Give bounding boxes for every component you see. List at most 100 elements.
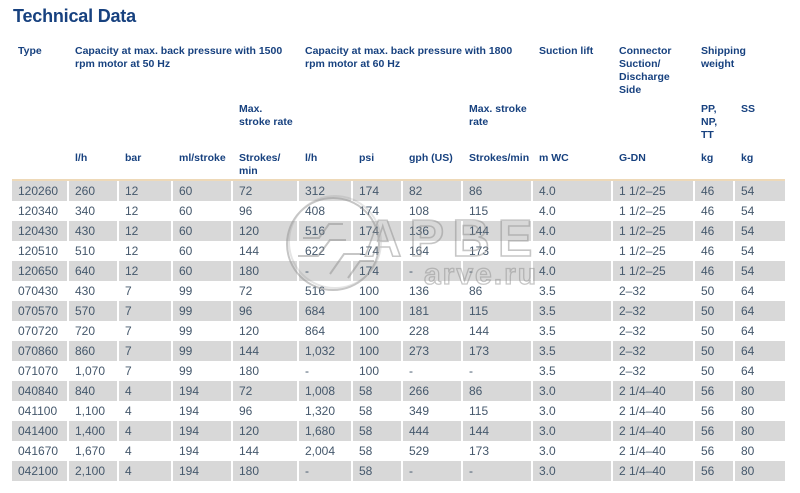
- cell-ml-stroke: 99: [179, 324, 193, 338]
- cell-kg-pp: 46: [701, 244, 715, 258]
- table-row: 041100 1,100 4 194 96 1,320 58 349 115 3…: [12, 401, 785, 421]
- subheader-materials-pp-np-tt: PP, NP, TT: [701, 103, 718, 141]
- cell-lh-60hz: 312: [299, 181, 351, 201]
- cell-strokes-min-50hz: 180: [233, 461, 297, 481]
- cell-gph-us: 136: [409, 284, 430, 298]
- cell-psi: 58: [359, 444, 373, 458]
- cell-psi: 100: [359, 324, 380, 338]
- cell-kg-pp: 50: [695, 301, 733, 321]
- table-row: 120650 640 12 60 180 - 174 - - 4.0 1 1/2…: [12, 261, 785, 281]
- cell-gph-us: 164: [409, 244, 430, 258]
- cell-lh-50hz: 1,070: [75, 364, 106, 378]
- column-header-capacity-50hz: Capacity at max. back pressure with 1500…: [75, 45, 283, 70]
- table-row: 120340 340 12 60 96 408 174 108 115 4.0 …: [12, 201, 785, 221]
- cell-ml-stroke: 194: [173, 461, 231, 481]
- unit-header-lh-50hz: l/h: [75, 152, 88, 164]
- cell-strokes-min-60hz: 144: [463, 421, 531, 441]
- cell-strokes-min-50hz: 144: [233, 341, 297, 361]
- cell-kg-ss: 80: [735, 461, 785, 481]
- cell-lh-50hz: 430: [69, 221, 117, 241]
- cell-psi: 174: [359, 244, 380, 258]
- cell-g-dn: 2–32: [619, 324, 646, 338]
- page-title: Technical Data: [13, 6, 136, 26]
- cell-ml-stroke: 60: [173, 221, 231, 241]
- cell-kg-pp: 56: [695, 421, 733, 441]
- cell-ml-stroke: 60: [173, 181, 231, 201]
- table-row: 042100 2,100 4 194 180 - 58 - - 3.0 2 1/…: [12, 461, 785, 481]
- cell-bar: 4: [119, 381, 171, 401]
- cell-m-wc: 3.0: [539, 404, 556, 418]
- subheader-max-stroke-rate-50hz: Max. stroke rate: [239, 103, 293, 128]
- cell-strokes-min-60hz: -: [469, 364, 473, 378]
- cell-type: 120510: [18, 244, 59, 258]
- cell-strokes-min-50hz: 144: [239, 244, 260, 258]
- cell-gph-us: 228: [409, 324, 430, 338]
- cell-lh-50hz: 840: [69, 381, 117, 401]
- cell-bar: 7: [119, 301, 171, 321]
- cell-bar: 7: [119, 341, 171, 361]
- table-row: 040840 840 4 194 72 1,008 58 266 86 3.0 …: [12, 381, 785, 401]
- cell-strokes-min-50hz: 72: [233, 181, 297, 201]
- cell-lh-60hz: 408: [305, 204, 326, 218]
- cell-lh-50hz: 720: [75, 324, 96, 338]
- cell-type: 070430: [18, 284, 59, 298]
- column-header-capacity-60hz: Capacity at max. back pressure with 1800…: [305, 45, 513, 70]
- cell-ml-stroke: 99: [173, 341, 231, 361]
- cell-kg-pp: 50: [695, 341, 733, 361]
- cell-g-dn: 2 1/4–40: [613, 421, 693, 441]
- table-body: 120260 260 12 60 72 312 174 82 86 4.0 1 …: [12, 181, 785, 481]
- cell-lh-50hz: 260: [69, 181, 117, 201]
- cell-m-wc: 3.5: [533, 301, 611, 321]
- cell-psi: 58: [359, 404, 373, 418]
- cell-m-wc: 3.5: [539, 284, 556, 298]
- subheader-max-stroke-rate-60hz: Max. stroke rate: [469, 103, 527, 128]
- cell-gph-us: 349: [409, 404, 430, 418]
- cell-m-wc: 4.0: [533, 221, 611, 241]
- cell-ml-stroke: 99: [179, 284, 193, 298]
- cell-g-dn: 2–32: [613, 341, 693, 361]
- cell-strokes-min-60hz: 144: [469, 324, 490, 338]
- cell-type: 071070: [18, 364, 59, 378]
- cell-strokes-min-50hz: 180: [233, 261, 297, 281]
- unit-header-kg-pp: kg: [701, 152, 714, 164]
- cell-type: 070860: [12, 341, 67, 361]
- cell-lh-50hz: 2,100: [69, 461, 117, 481]
- cell-lh-60hz: 684: [299, 301, 351, 321]
- cell-bar: 12: [119, 181, 171, 201]
- unit-header-bar: bar: [125, 152, 142, 164]
- header-separator-line: [12, 179, 785, 181]
- cell-m-wc: 3.0: [533, 421, 611, 441]
- cell-strokes-min-60hz: 86: [463, 181, 531, 201]
- cell-lh-50hz: 1,670: [75, 444, 106, 458]
- cell-strokes-min-60hz: 173: [469, 244, 490, 258]
- cell-ml-stroke: 194: [173, 381, 231, 401]
- cell-psi: 100: [353, 301, 401, 321]
- cell-strokes-min-50hz: 72: [233, 381, 297, 401]
- cell-gph-us: -: [403, 261, 461, 281]
- cell-lh-60hz: 2,004: [305, 444, 336, 458]
- cell-ml-stroke: 60: [173, 261, 231, 281]
- cell-psi: 174: [353, 261, 401, 281]
- cell-lh-50hz: 570: [69, 301, 117, 321]
- table-row: 120510 510 12 60 144 622 174 164 173 4.0…: [12, 241, 785, 261]
- cell-ml-stroke: 99: [179, 364, 193, 378]
- cell-type: 040840: [12, 381, 67, 401]
- cell-lh-50hz: 640: [69, 261, 117, 281]
- cell-type: 041400: [12, 421, 67, 441]
- cell-g-dn: 1 1/2–25: [613, 181, 693, 201]
- cell-lh-60hz: 1,032: [299, 341, 351, 361]
- cell-ml-stroke: 99: [173, 301, 231, 321]
- cell-type: 120650: [12, 261, 67, 281]
- cell-type: 070570: [12, 301, 67, 321]
- subheader-materials-ss: SS: [741, 103, 756, 115]
- cell-m-wc: 3.5: [533, 341, 611, 361]
- cell-kg-ss: 64: [741, 324, 755, 338]
- cell-bar: 7: [125, 284, 132, 298]
- cell-lh-50hz: 340: [75, 204, 96, 218]
- cell-gph-us: -: [403, 461, 461, 481]
- cell-lh-60hz: 516: [299, 221, 351, 241]
- cell-kg-ss: 80: [741, 444, 755, 458]
- cell-psi: 58: [353, 461, 401, 481]
- cell-gph-us: 529: [409, 444, 430, 458]
- cell-kg-ss: 80: [735, 381, 785, 401]
